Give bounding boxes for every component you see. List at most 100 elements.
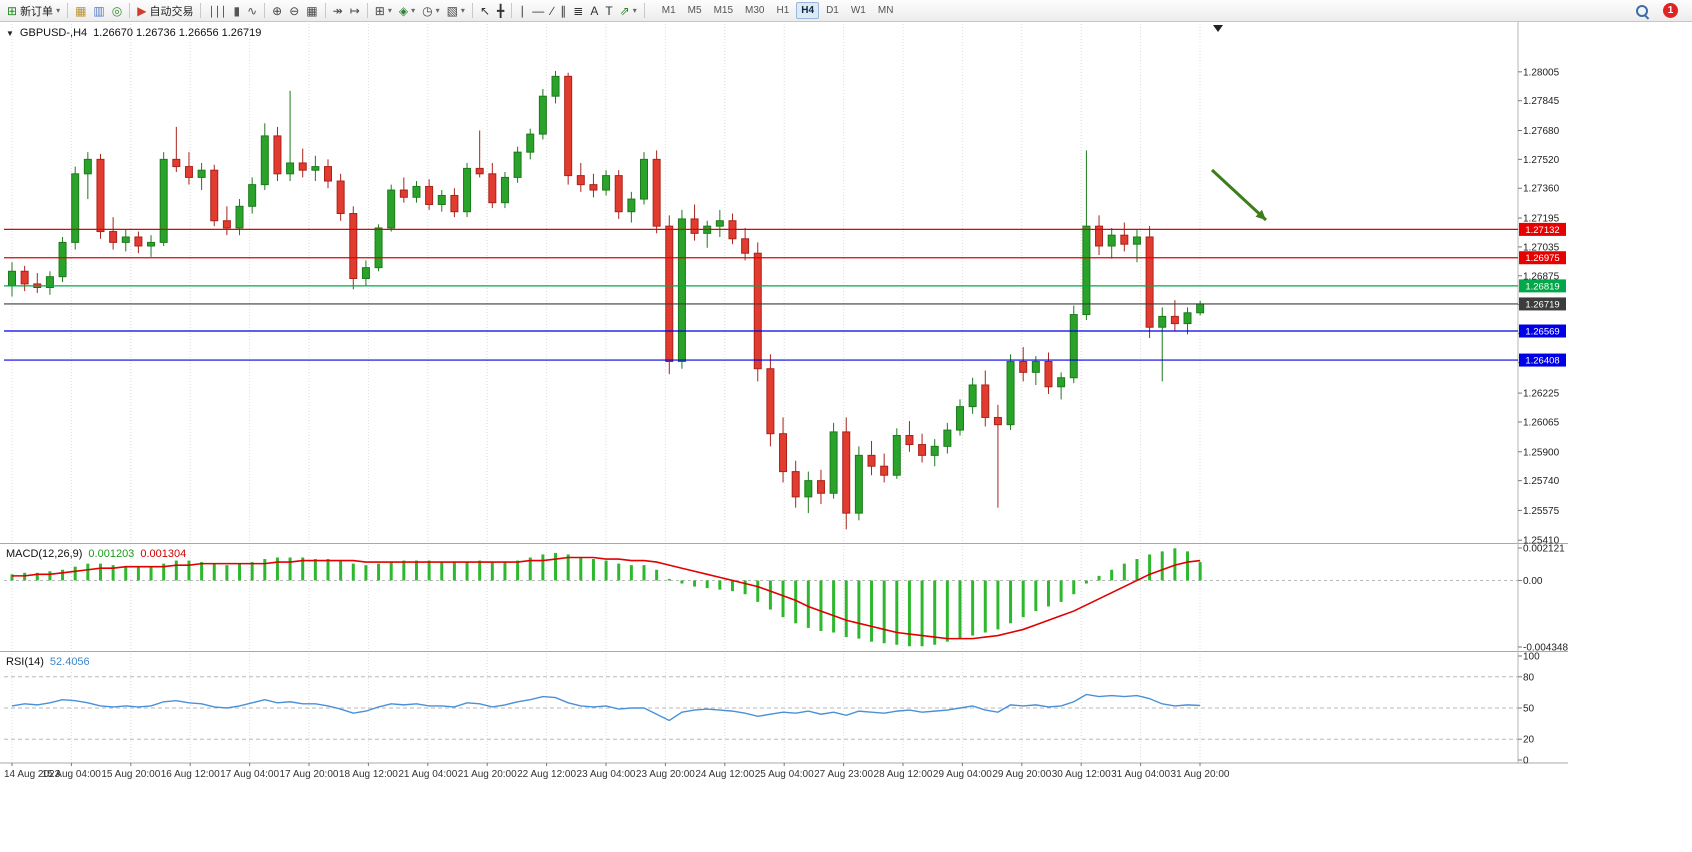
profiles-button[interactable]: ◈ ▾ [396, 2, 418, 20]
timeframe-m30[interactable]: M30 [745, 5, 765, 16]
time-label: 31 Aug 20:00 [1171, 769, 1230, 780]
new-order-button-dropdown-arrow: ▾ [56, 6, 61, 15]
chart-shift-button[interactable]: ↦ [347, 2, 363, 20]
navigator-button-icon: ◎ [111, 3, 123, 18]
new-chart-button-dropdown-arrow: ▾ [387, 6, 392, 15]
timeframe-m5[interactable]: M5 [687, 5, 702, 16]
new-chart-button-icon: ⊞ [374, 3, 385, 18]
channel-button[interactable]: ∥ [557, 2, 569, 20]
rsi-panel: 100 80 50 20 0 [4, 652, 1540, 767]
macd-axis-label: 0.00 [1523, 576, 1543, 587]
toolbar: ⊞ 新订单 ▾ ▦ ▥ ◎ ▶ 自动交易 ∣∣∣ ▮ ∿ ⊕ ⊖ ▦ ↠ ↦ ⊞ ▾ ◈ ▾ ◷ ▾ ▧ ▾ ↖ ╋ ∣ ― ∕ ∥ ≣ A T… [0, 0, 1692, 22]
timeframe-h1[interactable]: H1 [776, 5, 790, 16]
fibonacci-button[interactable]: ≣ [570, 2, 586, 20]
text-button-icon: A [590, 3, 599, 18]
arrows-button[interactable]: ⇗ ▾ [617, 2, 640, 20]
zoom-out-button[interactable]: ⊖ [286, 2, 302, 20]
time-label: 25 Aug 04:00 [755, 769, 814, 780]
gridlines [11, 24, 1201, 763]
candlestick-series [8, 70, 1205, 530]
zoom-out-button-icon: ⊖ [289, 3, 300, 18]
horizontal-line-button[interactable]: ― [529, 2, 547, 20]
chart-window[interactable]: 1.28005 1.27845 1.27680 1.27520 1.27360 1.271… [0, 22, 1692, 852]
chart-canvas[interactable]: 1.28005 1.27845 1.27680 1.27520 1.27360 1.271… [0, 22, 1692, 852]
toolbar-separator [366, 3, 368, 18]
time-label: 14 Aug 2023 [4, 769, 61, 780]
crosshair-button[interactable]: ╋ [494, 2, 507, 20]
price-tick-label: 1.27680 [1523, 126, 1560, 137]
zoom-in-button-icon: ⊕ [272, 3, 283, 18]
timeframe-m1[interactable]: M1 [661, 5, 676, 16]
timeframe-h4[interactable]: H4 [796, 2, 820, 19]
rsi-name: RSI(14) [6, 656, 44, 668]
time-label: 15 Aug 04:00 [42, 769, 101, 780]
vertical-line-button[interactable]: ∣ [516, 2, 528, 20]
timeframe-mn[interactable]: MN [877, 5, 894, 16]
macd-name: MACD(12,26,9) [6, 548, 83, 560]
hline-price-text: 1.26569 [1525, 327, 1559, 338]
data-window-button[interactable]: ▥ [90, 2, 107, 20]
search-icon[interactable] [1634, 3, 1650, 19]
time-label: 15 Aug 20:00 [101, 769, 160, 780]
line-chart-button[interactable]: ∿ [244, 2, 260, 20]
trend-arrow[interactable] [1210, 168, 1268, 222]
rsi-line [11, 693, 1201, 722]
rsi-indicator-label: RSI(14) 52.4056 [6, 656, 90, 668]
time-label: 17 Aug 20:00 [280, 769, 339, 780]
timeframe-d1[interactable]: D1 [826, 5, 839, 16]
auto-scroll-button[interactable]: ↠ [330, 2, 346, 20]
chart-shift-marker[interactable] [1213, 25, 1223, 32]
candlestick-button[interactable]: ▮ [230, 2, 243, 20]
annotations[interactable] [1210, 25, 1268, 222]
price-tick-label: 1.25575 [1523, 506, 1560, 517]
profiles-button-icon: ◈ [398, 3, 409, 18]
vertical-line-button-icon: ∣ [519, 3, 526, 18]
market-watch-button[interactable]: ▦ [72, 2, 89, 20]
macd-indicator-label: MACD(12,26,9) 0.001203 0.001304 [6, 548, 186, 560]
new-chart-button[interactable]: ⊞ ▾ [372, 2, 395, 20]
timeframe-m15[interactable]: M15 [713, 5, 734, 16]
time-label: 27 Aug 23:00 [814, 769, 873, 780]
time-label: 17 Aug 04:00 [220, 769, 279, 780]
cursor-button[interactable]: ↖ [477, 2, 493, 20]
zoom-in-button[interactable]: ⊕ [269, 2, 285, 20]
autotrading-button[interactable]: ▶ 自动交易 [134, 2, 196, 20]
time-label: 24 Aug 12:00 [695, 769, 754, 780]
hline-price-box [1519, 324, 1566, 338]
arrows-button-dropdown-arrow: ▾ [632, 6, 637, 15]
panel-frame [0, 22, 1568, 764]
price-tick-label: 1.28005 [1523, 67, 1560, 78]
time-label: 23 Aug 20:00 [636, 769, 695, 780]
bar-chart-button-icon: ∣∣∣ [208, 3, 227, 18]
period-button[interactable]: ◷ ▾ [419, 2, 443, 20]
template-button[interactable]: ▧ ▾ [444, 2, 468, 20]
navigator-button[interactable]: ◎ [109, 2, 125, 20]
macd-value-main: 0.001203 [88, 548, 135, 560]
toolbar-separator [67, 3, 69, 18]
time-label: 16 Aug 12:00 [161, 769, 220, 780]
price-tick-label: 1.27035 [1523, 242, 1560, 253]
hline-price-text: 1.26719 [1525, 299, 1559, 310]
price-tick-label: 1.27360 [1523, 184, 1560, 195]
label-button[interactable]: T [602, 2, 615, 20]
tile-windows-button[interactable]: ▦ [303, 2, 320, 20]
hline-price-text: 1.27132 [1525, 225, 1559, 236]
rsi-axis-label: 100 [1523, 652, 1540, 663]
period-button-icon: ◷ [422, 3, 433, 18]
toolbar-separator [129, 3, 131, 18]
new-order-button[interactable]: ⊞ 新订单 ▾ [4, 2, 63, 20]
trendline-button[interactable]: ∕ [548, 2, 556, 20]
chart-symbol-period: GBPUSD-,H4 [19, 27, 88, 39]
horizontal-lines[interactable]: 1.27132 1.26975 1.26819 1.26719 1.26569 1.264… [4, 222, 1566, 367]
toolbar-separator [264, 3, 266, 18]
auto-scroll-button-icon: ↠ [332, 3, 343, 18]
bar-chart-button[interactable]: ∣∣∣ [205, 2, 229, 20]
template-button-dropdown-arrow: ▾ [460, 6, 465, 15]
timeframe-w1[interactable]: W1 [850, 5, 866, 16]
hline-price-text: 1.26408 [1525, 356, 1559, 367]
text-button[interactable]: A [587, 2, 601, 20]
channel-button-icon: ∥ [560, 3, 567, 18]
notification-badge[interactable]: 1 [1663, 3, 1678, 18]
macd-axis-label: -0.004348 [1523, 643, 1568, 654]
chart-collapse-icon[interactable]: ▼ [6, 28, 14, 38]
